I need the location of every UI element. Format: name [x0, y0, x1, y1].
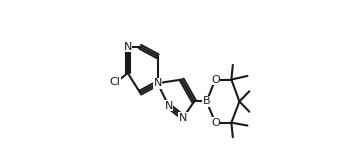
Text: N: N	[164, 101, 173, 111]
Text: O: O	[211, 118, 220, 128]
Text: O: O	[211, 75, 220, 85]
Text: Cl: Cl	[110, 78, 121, 87]
Text: N: N	[179, 113, 188, 122]
Text: N: N	[123, 42, 132, 52]
Text: B: B	[203, 97, 210, 106]
Text: N: N	[153, 78, 162, 88]
